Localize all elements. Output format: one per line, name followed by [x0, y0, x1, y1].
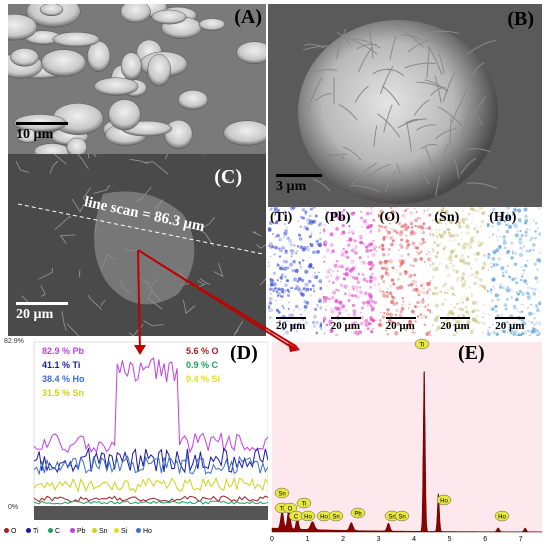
connector-arrows [0, 0, 550, 545]
